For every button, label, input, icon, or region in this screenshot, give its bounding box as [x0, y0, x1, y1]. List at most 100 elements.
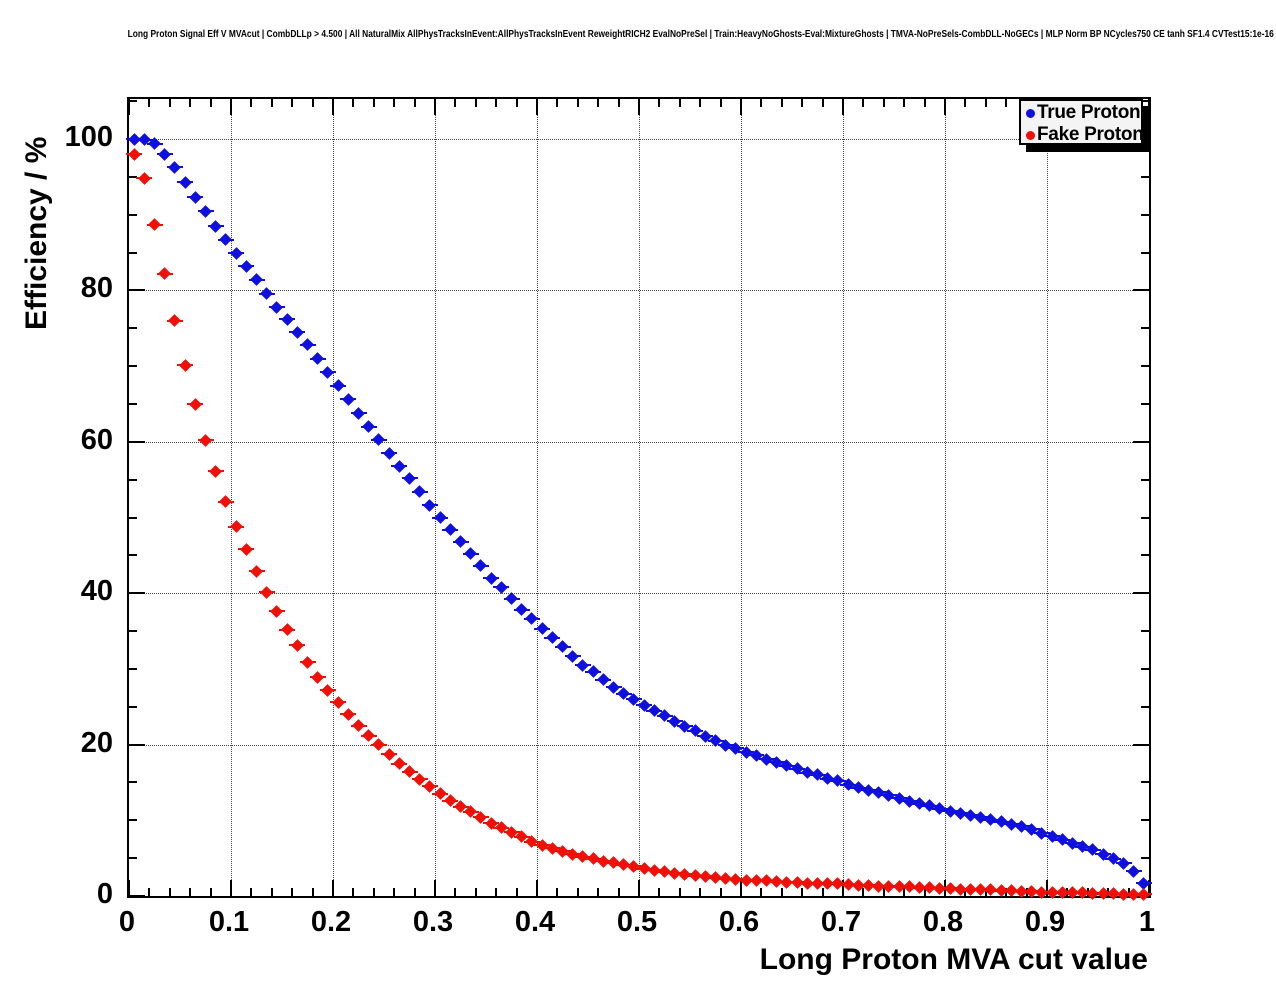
data-point: [452, 534, 469, 550]
y-tick-left: [129, 857, 137, 860]
data-point: [921, 880, 938, 896]
data-point: [1084, 842, 1101, 858]
data-point: [258, 286, 275, 302]
data-point: [850, 877, 867, 893]
y-gridline: [129, 139, 1149, 141]
data-point: [421, 497, 438, 513]
data-point: [197, 203, 214, 219]
data-point: [330, 378, 347, 394]
data-point: [472, 809, 489, 825]
diamond-marker: [127, 147, 141, 161]
x-tick-bottom: [148, 888, 151, 896]
data-point: [585, 851, 602, 867]
data-point: [472, 558, 489, 574]
data-point: [279, 311, 296, 327]
diamond-marker: [178, 359, 192, 372]
x-tick-top: [413, 99, 416, 107]
data-point: [1033, 884, 1050, 900]
data-point: [727, 740, 744, 756]
data-point: [381, 445, 398, 461]
data-point: [268, 603, 285, 619]
x-tick-bottom: [454, 888, 457, 896]
data-point: [809, 767, 826, 783]
x-gridline: [435, 99, 436, 896]
x-tick-top: [393, 99, 396, 107]
data-point: [707, 870, 724, 886]
x-tick-top: [903, 99, 906, 107]
x-tick-top: [638, 99, 640, 115]
data-point: [1023, 821, 1040, 837]
data-point: [1105, 851, 1122, 867]
data-point: [574, 849, 591, 865]
y-tick-left: [129, 327, 137, 330]
diamond-marker: [280, 623, 294, 636]
data-point: [615, 857, 632, 873]
data-point: [942, 803, 959, 819]
x-tick-bottom: [536, 880, 538, 896]
diamond-marker: [188, 397, 202, 411]
x-tick-bottom: [474, 888, 477, 896]
x-tick-bottom: [801, 888, 804, 896]
data-point: [1033, 825, 1050, 841]
diamond-marker: [239, 542, 253, 556]
data-point: [462, 804, 479, 820]
data-point: [534, 837, 551, 853]
data-point: [778, 758, 795, 774]
x-tick-top: [515, 99, 518, 107]
x-tick-bottom: [352, 888, 355, 896]
data-point: [166, 313, 183, 329]
x-gridline: [333, 99, 334, 896]
x-tick-top: [658, 99, 661, 107]
x-tick-bottom: [719, 888, 722, 896]
data-point: [687, 868, 704, 884]
x-tick-top: [821, 99, 824, 107]
x-tick-top: [311, 99, 314, 107]
data-point: [850, 780, 867, 796]
x-tick-label: 1: [1138, 906, 1156, 938]
data-point: [646, 703, 663, 719]
x-tick-bottom: [495, 888, 498, 896]
data-point: [1013, 883, 1030, 899]
data-point: [309, 351, 326, 367]
x-tick-bottom: [923, 888, 926, 896]
data-point: [319, 682, 336, 698]
data-point: [1105, 886, 1122, 902]
data-point: [523, 834, 540, 850]
data-point: [279, 622, 296, 638]
data-point: [1135, 875, 1152, 891]
data-point: [656, 708, 673, 724]
x-tick-bottom: [372, 888, 375, 896]
data-point: [636, 861, 653, 877]
data-point: [1003, 883, 1020, 899]
x-tick-top: [250, 99, 253, 107]
data-point: [870, 878, 887, 894]
data-point: [289, 637, 306, 653]
y-tick-label: 60: [80, 423, 113, 456]
y-tick-left: [129, 175, 137, 178]
x-axis-title: Long Proton MVA cut value: [759, 943, 1148, 976]
data-point: [993, 814, 1010, 830]
data-point: [289, 324, 306, 340]
data-point: [1084, 885, 1101, 901]
diamond-marker: [270, 605, 284, 618]
data-point: [605, 855, 622, 871]
data-point: [687, 723, 704, 739]
x-tick-bottom: [189, 888, 192, 896]
data-point: [1023, 883, 1040, 899]
x-tick-bottom: [678, 888, 681, 896]
x-tick-bottom: [1046, 880, 1048, 896]
x-tick-bottom: [413, 888, 416, 896]
y-tick-left: [129, 403, 137, 406]
data-point: [238, 258, 255, 274]
data-point: [595, 853, 612, 869]
diamond-marker: [158, 267, 172, 281]
y-tick-left: [129, 478, 137, 481]
data-point: [1013, 818, 1030, 834]
y-tick-right: [1141, 667, 1149, 670]
data-point: [207, 218, 224, 234]
x-tick-top: [740, 99, 742, 115]
data-point: [503, 591, 520, 607]
y-tick-right: [1133, 592, 1149, 595]
y-tick-right: [1133, 440, 1149, 443]
